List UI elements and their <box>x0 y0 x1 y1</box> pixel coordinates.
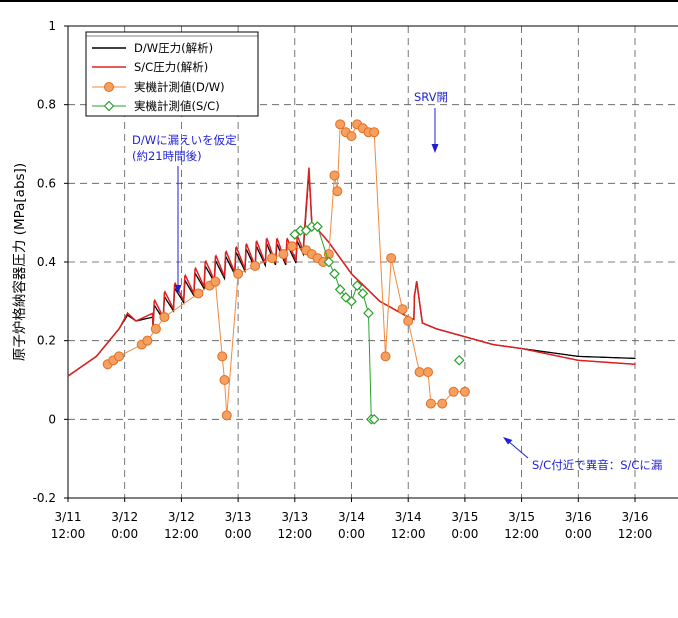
y-tick-label: 0.6 <box>37 176 56 190</box>
legend-label-sc-measured: 実機計測値(S/C) <box>134 99 220 113</box>
legend-label-dw-measured: 実機計測値(D/W) <box>134 80 225 94</box>
annotation-leak-assumption: D/Wに漏えいを仮定 (約21時間後) <box>132 133 237 294</box>
x-tick-label-date: 3/12 <box>168 510 195 524</box>
annotation-sc-noise-text: S/C付近で異音：S/Cに漏 <box>532 458 662 472</box>
legend: D/W圧力(解析) S/C圧力(解析) 実機計測値(D/W) 実機計測値(S/C… <box>85 31 259 117</box>
x-tick-label-time: 12:00 <box>164 527 199 541</box>
dw-measured-point <box>221 410 232 421</box>
legend-box <box>85 31 259 117</box>
x-tick-label-date: 3/16 <box>622 510 649 524</box>
x-tick-label-time: 0:00 <box>111 527 138 541</box>
dw-measured-point <box>193 288 204 299</box>
top-border <box>0 0 678 2</box>
y-tick-label: 0 <box>48 412 56 426</box>
x-tick-label-time: 0:00 <box>565 527 592 541</box>
annotation-leak-line2: (約21時間後) <box>132 149 202 163</box>
x-tick-label-date: 3/14 <box>338 510 365 524</box>
y-tick-label: 0.2 <box>37 334 56 348</box>
y-tick-label: -0.2 <box>33 491 56 505</box>
dw-measured-point <box>219 375 230 385</box>
dw-measured-point <box>286 241 297 252</box>
series-layer <box>67 119 636 425</box>
x-tick-label-time: 0:00 <box>225 527 252 541</box>
dw-measured-point <box>459 386 470 397</box>
annotation-sc-noise: S/C付近で異音：S/Cに漏 <box>503 437 662 472</box>
x-tick-label-date: 3/15 <box>451 510 478 524</box>
y-axis-label: 原子炉格納容器圧力 (MPa[abs]) <box>11 163 28 361</box>
dw-measured-point <box>210 276 221 287</box>
dw-measured-point <box>386 253 397 264</box>
sc-measured-point <box>329 268 340 280</box>
x-tick-label-date: 3/16 <box>565 510 592 524</box>
x-tick-label-time: 0:00 <box>451 527 478 541</box>
series-dw-measured-line <box>107 122 465 416</box>
dw-measured-point <box>403 316 414 326</box>
series-sc-measured-line <box>294 226 375 420</box>
dw-measured-point <box>414 367 425 378</box>
x-tick-labels: 3/11 12:00 3/12 0:00 3/12 12:00 3/13 0:00 3/13 12… <box>51 498 653 541</box>
y-tick-labels: -0.2 0 0.2 0.4 0.6 0.8 1 <box>33 19 68 505</box>
dw-measured-point <box>425 398 436 409</box>
legend-label-dw-analysis: D/W圧力(解析) <box>134 41 213 55</box>
dw-measured-point <box>278 249 289 260</box>
annotation-srv-arrow-head <box>431 144 439 153</box>
sc-measured-point <box>351 280 363 291</box>
dw-measured-point <box>437 398 448 409</box>
dw-measured-point <box>159 312 170 323</box>
sc-measured-point <box>346 295 357 307</box>
sc-measured-point <box>363 307 374 319</box>
x-tick-label-date: 3/11 <box>55 510 82 524</box>
annotation-leak-line1: D/Wに漏えいを仮定 <box>132 133 237 147</box>
dw-measured-point <box>380 351 391 362</box>
sc-measured-point <box>312 221 323 232</box>
x-tick-label-time: 12:00 <box>618 527 653 541</box>
x-tick-label-time: 12:00 <box>504 527 539 541</box>
dw-measured-point <box>369 127 380 138</box>
x-tick-label-date: 3/15 <box>508 510 535 524</box>
dw-measured-point <box>448 386 459 397</box>
dw-measured-point <box>329 170 340 181</box>
y-tick-label: 0.4 <box>37 255 56 269</box>
sc-measured-point <box>323 256 335 268</box>
annotation-srv-text: SRV開 <box>414 90 448 104</box>
dw-measured-point <box>397 304 408 315</box>
dw-measured-point <box>114 351 125 362</box>
sc-measured-point <box>334 284 346 295</box>
sc-measured-point <box>453 354 465 366</box>
sc-measured-point <box>368 413 380 425</box>
dw-measured-point <box>423 367 434 378</box>
dw-measured-point <box>250 260 261 271</box>
annotation-sc-noise-arrow-shaft <box>507 440 529 459</box>
x-tick-label-time: 0:00 <box>338 527 365 541</box>
x-tick-label-time: 12:00 <box>51 527 86 541</box>
x-tick-label-time: 12:00 <box>391 527 426 541</box>
dw-measured-point <box>233 268 244 279</box>
dw-measured-point <box>332 186 343 197</box>
y-tick-label: 0.8 <box>37 98 56 112</box>
annotation-leak-arrow-head <box>174 285 182 294</box>
annotation-sc-noise-arrow-head <box>503 437 513 445</box>
dw-measured-point <box>267 253 278 264</box>
y-tick-label: 1 <box>48 19 56 33</box>
x-tick-label-date: 3/13 <box>225 510 252 524</box>
x-tick-label-time: 12:00 <box>278 527 313 541</box>
x-tick-label-date: 3/13 <box>281 510 308 524</box>
dw-measured-point <box>150 323 161 334</box>
sc-measured-point <box>357 288 369 299</box>
legend-swatch-sc-measured-marker <box>103 100 115 112</box>
annotation-srv: SRV開 <box>414 90 448 153</box>
dw-measured-point <box>335 119 346 130</box>
legend-label-sc-analysis: S/C圧力(解析) <box>134 60 208 74</box>
x-tick-label-date: 3/14 <box>395 510 422 524</box>
legend-swatch-dw-measured-marker <box>104 82 114 92</box>
dw-measured-point <box>217 351 228 362</box>
x-tick-label-date: 3/12 <box>111 510 138 524</box>
dw-measured-point <box>346 131 357 142</box>
dw-measured-point <box>142 335 153 346</box>
